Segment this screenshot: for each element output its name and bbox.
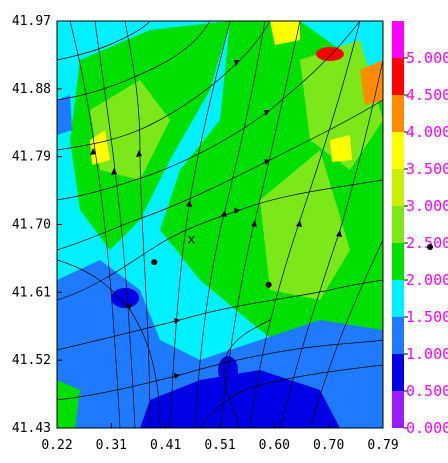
data-point [265,281,272,288]
colorbar-label: 0.000 [406,419,448,437]
y-tick-label: 41.52 [12,353,51,368]
y-axis: 41.97 41.88 41.79 41.70 41.61 41.52 41.43 [12,14,62,436]
colorbar-bin [392,58,404,95]
colorbar: 5.000 4.500 4.000 3.500 3.000 2.500 2.000 1.500… [392,21,448,437]
x-tick-label: 0.31 [96,438,127,453]
x-tick-label: 0.41 [150,438,181,453]
x-tick-label: 0.79 [367,438,398,453]
y-tick-label: 41.88 [12,82,51,97]
annotations: x [187,232,195,247]
colorbar-bin [392,243,404,280]
colorbar-label: 2.000 [406,271,448,289]
colorbar-bin [392,317,404,354]
y-tick-label: 41.97 [12,14,51,29]
colorbar-bin [392,206,404,243]
colorbar-label: 5.000 [406,49,448,67]
colorbar-label: 1.500 [406,308,448,326]
y-tick-label: 41.70 [12,218,51,233]
colorbar-label: 3.500 [406,160,448,178]
colorbar-label: 1.000 [406,345,448,363]
colorbar-bin [392,95,404,132]
x-tick-label: 0.60 [259,438,290,453]
colorbar-bin [392,169,404,206]
colorbar-bin [392,132,404,169]
colorbar-bin [392,280,404,317]
colorbar-marker [427,244,433,250]
y-tick-label: 41.43 [12,421,51,436]
colorbar-label: 4.500 [406,86,448,104]
annotation-label: x [187,232,195,247]
x-tick-label: 0.22 [41,438,72,453]
x-tick-label: 0.51 [204,438,235,453]
colorbar-label: 2.500 [406,234,448,252]
colorbar-label: 0.500 [406,382,448,400]
data-points [151,259,272,288]
colorbar-label: 4.000 [406,123,448,141]
heatmap-field [57,21,383,428]
colorbar-bin [392,354,404,391]
x-axis: 0.22 0.31 0.41 0.51 0.60 0.70 0.79 [41,423,399,453]
colorbar-label: 3.000 [406,197,448,215]
y-tick-label: 41.79 [12,150,51,165]
colorbar-bin [392,21,404,58]
data-point [151,259,158,266]
stream-arrows [90,60,342,379]
colorbar-bin [392,391,404,428]
x-tick-label: 0.70 [313,438,344,453]
y-tick-label: 41.61 [12,285,51,300]
